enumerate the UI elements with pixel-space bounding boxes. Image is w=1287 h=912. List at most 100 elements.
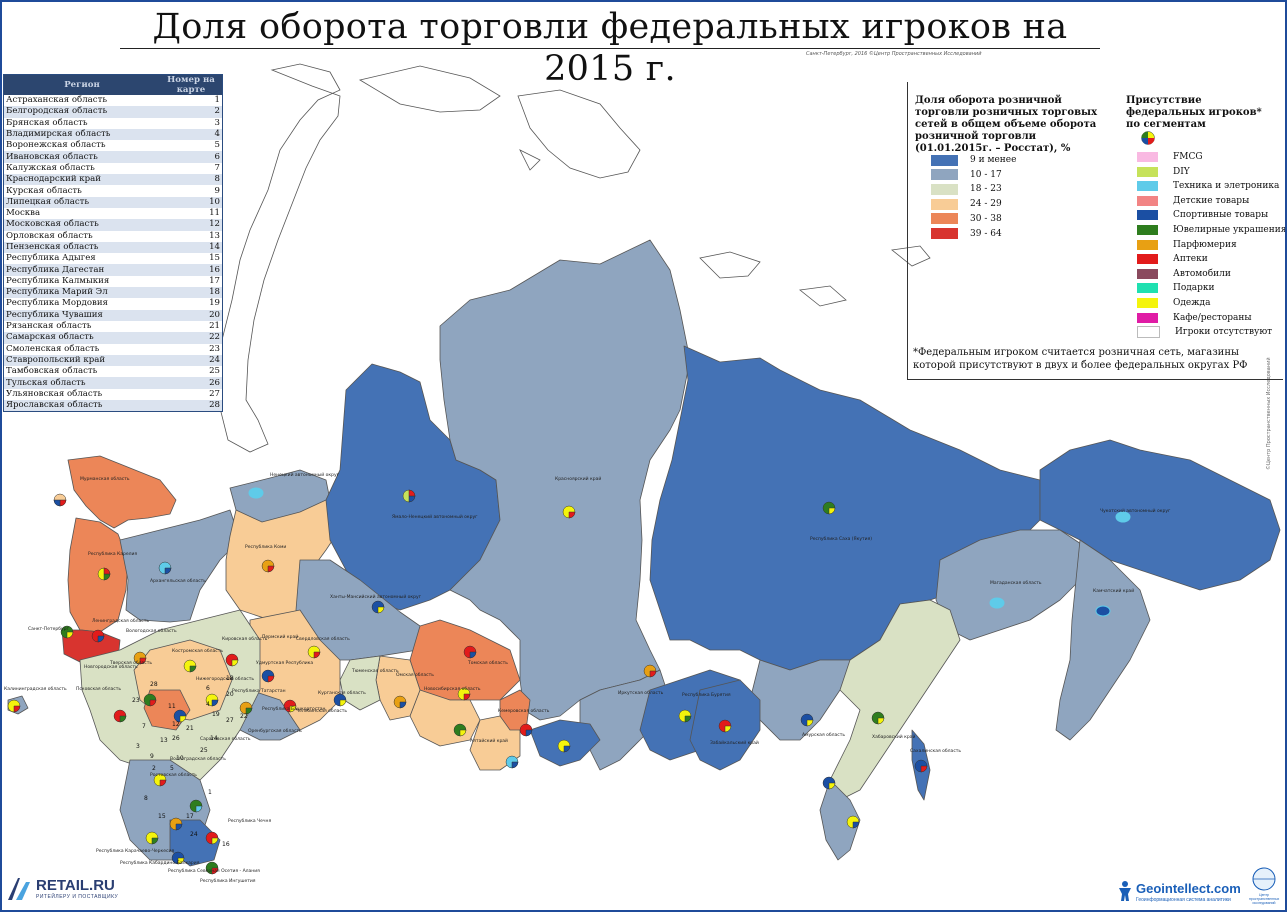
- table-row: Московская область 12: [3, 219, 223, 231]
- legend-segment-label: Одежда: [1173, 298, 1211, 308]
- retail-name: RETAIL.RU: [36, 877, 115, 894]
- map-label: Мурманская область: [80, 476, 130, 482]
- map-title: Доля оборота торговли федеральных игроко…: [120, 6, 1100, 89]
- legend-segment-label: Техника и элетроника: [1173, 181, 1280, 192]
- legend-segment-swatch: [1137, 268, 1158, 279]
- region-name-cell: Брянская область: [6, 117, 88, 128]
- table-row: Курская область 9: [4, 185, 223, 196]
- legend-band-row: 18 - 23: [931, 183, 1002, 195]
- map-number: 9: [150, 753, 154, 760]
- map-number: 16: [222, 841, 230, 848]
- pie-marker: [261, 669, 275, 683]
- table-row: Ивановская область 6: [3, 151, 223, 163]
- pie-marker: [822, 501, 836, 515]
- region-number-cell: 7: [214, 162, 220, 173]
- legend-segment-swatch: [1137, 239, 1158, 250]
- legend-segment-row: Ювелирные украшения: [1137, 224, 1286, 236]
- map-number: 24: [190, 831, 198, 838]
- map-label: Республика Кабардино-Балкария: [120, 860, 200, 866]
- map-label: Челябинская область: [296, 708, 347, 714]
- pie-marker: [505, 755, 519, 769]
- map-number: 27: [226, 717, 234, 724]
- table-row: Республика Мордовия 19: [4, 298, 223, 309]
- legend-share-title: Доля оборота розничной торговли розничны…: [915, 95, 1098, 154]
- table-row: Белгородская область 2: [3, 106, 223, 118]
- legend-segment-swatch: [1137, 195, 1158, 206]
- table-row: Республика Калмыкия 17: [4, 276, 223, 287]
- map-number: 6: [206, 685, 210, 692]
- center-logo: Центр пространственных исследований: [1249, 866, 1279, 905]
- pie-marker: [205, 861, 219, 875]
- map-number: 7: [142, 723, 146, 730]
- legend-band-label: 9 и менее: [970, 155, 1017, 165]
- table-row: Краснодарский край 8: [3, 174, 223, 186]
- legend-segments-pie-icon: [1141, 131, 1155, 145]
- region-name-cell: Республика Дагестан: [3, 264, 160, 276]
- pie-marker: [453, 723, 467, 737]
- legend-band-label: 30 - 38: [970, 213, 1002, 224]
- region-name-cell: Республика Адыгея: [6, 253, 96, 264]
- legend-band-swatch: [931, 183, 958, 195]
- pie-marker: [133, 651, 147, 665]
- map-number: 13: [160, 737, 168, 744]
- geo-suffix: .com: [1210, 881, 1241, 896]
- taimyr-island: [519, 149, 541, 171]
- legend-band-swatch: [931, 154, 958, 166]
- legend-segment-row: Автомобили: [1137, 268, 1231, 280]
- map-label: Вологодская область: [126, 628, 177, 634]
- region-primorye: [819, 779, 861, 861]
- pie-marker: [718, 719, 732, 733]
- map-label: Республика Бурятия: [682, 692, 731, 698]
- legend-segment-row: Кафе/рестораны: [1137, 312, 1252, 324]
- legend-segment-swatch: [1137, 152, 1158, 162]
- legend-band-label: 39 - 64: [970, 228, 1002, 239]
- region-name-cell: Республика Калмыкия: [6, 275, 110, 286]
- legend-segments-title: Присутствие федеральных игроков* по сегм…: [1126, 95, 1262, 130]
- table-row: Ставропольский край 24: [3, 354, 223, 367]
- map-label: Камчатский край: [1093, 587, 1134, 594]
- map-label: Республика Татарстан: [232, 688, 286, 694]
- region-name-cell: Республика Чувашия: [3, 309, 160, 321]
- map-label: Курганская область: [318, 690, 366, 696]
- table-body: Астраханская область 1 Белгородская област…: [3, 95, 223, 412]
- map-numbers: 6 4 23 11 7 12 21 27 22 3 13 14 9 10 25 …: [132, 675, 248, 848]
- severnaya-zemlya: [517, 89, 641, 179]
- map-number: 4: [206, 701, 210, 708]
- map-number: 19: [212, 711, 220, 718]
- map-label: Калининградская область: [4, 686, 67, 692]
- credit-line: Санкт-Петербург, 2016 ©Центр Пространств…: [806, 51, 982, 57]
- table-row: Республика Адыгея 15: [4, 253, 223, 264]
- map-label: Новгородская область: [84, 664, 138, 670]
- map-label: Сахалинская область: [910, 748, 961, 754]
- map-label: Новосибирская область: [424, 686, 481, 692]
- map-number: 12: [172, 721, 180, 728]
- map-label: Псковская область: [76, 686, 121, 692]
- map-label: Забайкальский край: [710, 739, 759, 746]
- empty-marker: [1095, 605, 1111, 617]
- map-label: Красноярский край: [555, 475, 601, 482]
- pie-marker: [557, 739, 571, 753]
- legend-band-row: 10 - 17: [931, 169, 1002, 181]
- empty-markers: [248, 487, 1131, 617]
- legend-segment-label: Игроки отсутствуют: [1175, 327, 1273, 338]
- map-number: 23: [132, 697, 140, 704]
- region-number-cell: 12: [160, 219, 223, 231]
- pie-marker: [393, 695, 407, 709]
- map-number: 2: [152, 765, 156, 772]
- map-number: 28: [150, 681, 158, 688]
- pie-marker: [871, 711, 885, 725]
- pie-marker: [158, 561, 172, 575]
- legend-segment-swatch: [1137, 254, 1158, 265]
- pie-marker: [846, 815, 860, 829]
- region-number-cell: 6: [160, 151, 223, 163]
- legend-segment-swatch: [1137, 225, 1158, 235]
- legend-segment-row: Подарки: [1137, 282, 1215, 294]
- region-number-cell: 19: [209, 298, 220, 309]
- legend-segment-row: Одежда: [1137, 297, 1210, 309]
- region-number-cell: 27: [209, 388, 220, 399]
- legend-segment-row: Спортивные товары: [1137, 209, 1268, 221]
- region-tyumen: [339, 655, 381, 711]
- table-row: Москва 11: [4, 208, 223, 219]
- pie-marker: [225, 653, 239, 667]
- region-number-cell: 3: [214, 117, 220, 128]
